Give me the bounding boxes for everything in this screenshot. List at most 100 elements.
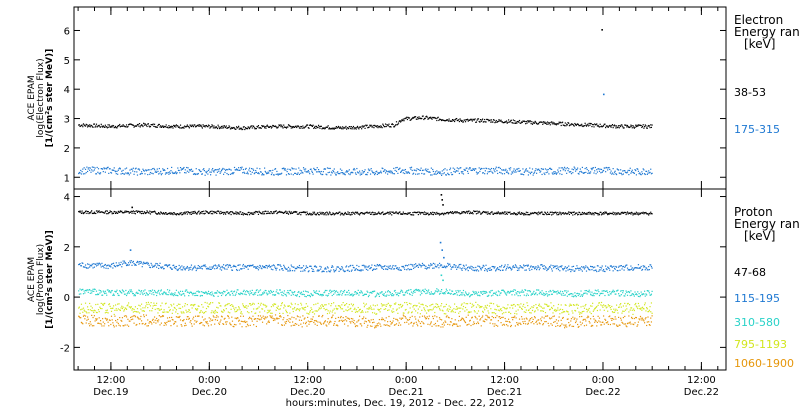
proton-point [186, 211, 188, 213]
proton-point [457, 307, 459, 309]
proton-point [523, 311, 525, 313]
proton-point [628, 291, 631, 294]
proton-point [176, 304, 178, 307]
proton-point [650, 294, 652, 296]
electron-point [527, 174, 530, 176]
electron-point [580, 125, 582, 127]
proton-point [626, 264, 628, 266]
proton-point [231, 292, 234, 294]
proton-point [290, 302, 292, 304]
electron-point [271, 126, 273, 128]
electron-point [277, 174, 279, 176]
electron-point [599, 123, 601, 125]
proton-point [568, 211, 570, 213]
proton-point [305, 296, 307, 298]
proton-point [151, 264, 153, 266]
electron-point [560, 124, 562, 127]
electron-ylabel: log(Electron Flux) [36, 58, 46, 137]
proton-point [633, 267, 635, 269]
proton-point [553, 211, 555, 214]
electron-point [415, 170, 417, 172]
electron-point [136, 171, 138, 173]
proton-point [507, 291, 510, 293]
proton-point [408, 264, 410, 266]
electron-point [526, 122, 528, 124]
proton-point [322, 305, 324, 308]
electron-point [91, 126, 93, 128]
proton-point [393, 212, 395, 214]
proton-point [106, 289, 109, 291]
electron-point [415, 173, 417, 175]
proton-point [579, 267, 581, 269]
proton-point [157, 264, 159, 266]
electron-point [438, 171, 440, 173]
electron-point [270, 125, 272, 128]
proton-point [570, 269, 573, 271]
electron-point [183, 166, 185, 169]
electron-point [621, 174, 623, 176]
proton-point [226, 289, 228, 291]
electron-point [218, 168, 221, 170]
proton-point [456, 306, 458, 308]
proton-point [419, 264, 421, 266]
proton-point [267, 210, 269, 213]
electron-point [81, 171, 83, 173]
proton-point [528, 268, 530, 270]
proton-point [309, 296, 311, 298]
proton-point [188, 295, 190, 297]
electron-point [404, 172, 406, 175]
proton-point [209, 266, 211, 268]
electron-point [629, 126, 631, 128]
proton-point [372, 304, 374, 306]
proton-point [151, 211, 153, 214]
proton-point [516, 214, 518, 216]
proton-point [238, 293, 240, 295]
proton-point [573, 270, 575, 272]
electron-point [203, 125, 205, 127]
electron-point [214, 127, 216, 129]
proton-point [242, 303, 244, 305]
electron-point [470, 169, 472, 171]
proton-point [176, 294, 178, 297]
electron-point [195, 168, 197, 170]
proton-point [197, 212, 199, 214]
electron-point [536, 169, 538, 171]
electron-point [411, 117, 413, 120]
proton-point [502, 213, 504, 215]
proton-point [245, 305, 247, 307]
electron-point [343, 172, 345, 174]
electron-point [336, 172, 338, 174]
proton-point [421, 212, 423, 214]
proton-point [544, 268, 546, 270]
electron-point [286, 170, 288, 173]
proton-point [98, 262, 100, 264]
electron-point [354, 127, 357, 129]
electron-point [523, 174, 525, 176]
proton-point [205, 291, 207, 293]
proton-point [80, 212, 83, 214]
proton-point [411, 311, 413, 313]
proton-point [472, 269, 474, 271]
proton-point [646, 294, 648, 296]
electron-point [119, 126, 121, 128]
proton-point [139, 305, 141, 307]
proton-point [552, 312, 554, 314]
proton-point [373, 212, 375, 214]
proton-point [287, 270, 289, 272]
proton-point [299, 267, 301, 269]
electron-point [486, 118, 488, 121]
proton-point [449, 308, 451, 310]
electron-point [153, 167, 155, 170]
electron-point [469, 167, 471, 169]
proton-point [451, 266, 454, 268]
electron-point [98, 172, 100, 174]
proton-point [496, 294, 498, 296]
electron-point [341, 172, 344, 174]
electron-point [213, 171, 215, 173]
electron-point [234, 169, 236, 171]
proton-point [470, 294, 472, 296]
electron-point [484, 121, 486, 123]
proton-point [585, 292, 587, 294]
electron-point [115, 173, 117, 175]
proton-point [275, 291, 277, 293]
